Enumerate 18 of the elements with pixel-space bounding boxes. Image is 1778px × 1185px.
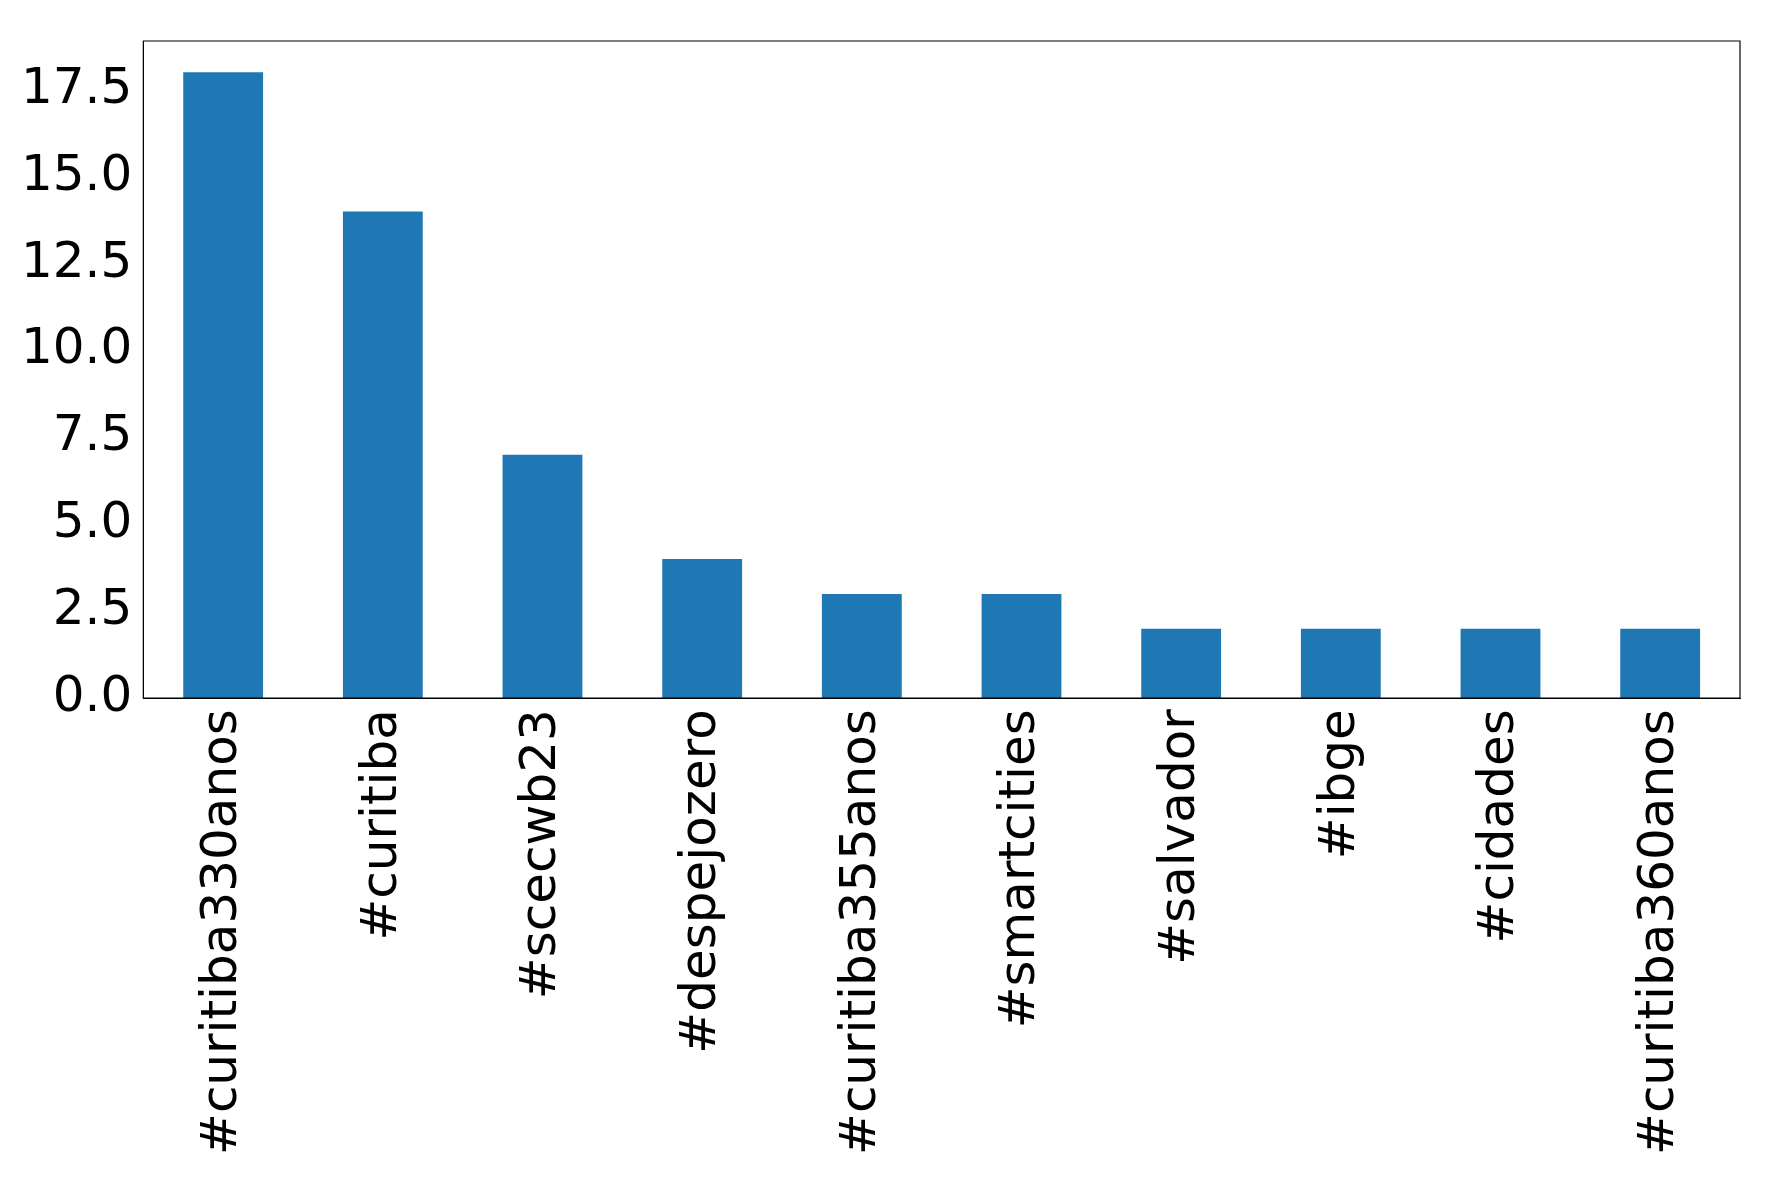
x-tick-label: #salvador	[1148, 708, 1207, 965]
x-tick-label: #curitiba330anos	[190, 709, 249, 1156]
x-tick-label: #smartcities	[988, 709, 1047, 1029]
x-tick-label: #despejozero	[669, 709, 728, 1054]
y-tick-label: 7.5	[52, 404, 133, 463]
x-tick-label: #scecwb23	[509, 709, 568, 1000]
y-tick-label: 2.5	[52, 578, 133, 637]
y-tick-label: 5.0	[52, 491, 133, 550]
x-tick-label: #cidades	[1467, 709, 1526, 944]
y-tick-label: 17.5	[21, 56, 133, 115]
x-tick-label: #curitiba355anos	[828, 709, 887, 1156]
y-tick-label: 10.0	[21, 317, 133, 376]
y-tick-label: 12.5	[21, 230, 133, 289]
x-tick-label: #ibge	[1307, 709, 1366, 860]
y-tick-label: 0.0	[52, 665, 133, 724]
x-tick-label: #curitiba360anos	[1627, 709, 1686, 1156]
y-tick-label: 15.0	[21, 143, 133, 202]
x-tick-label: #curitiba	[349, 709, 408, 941]
